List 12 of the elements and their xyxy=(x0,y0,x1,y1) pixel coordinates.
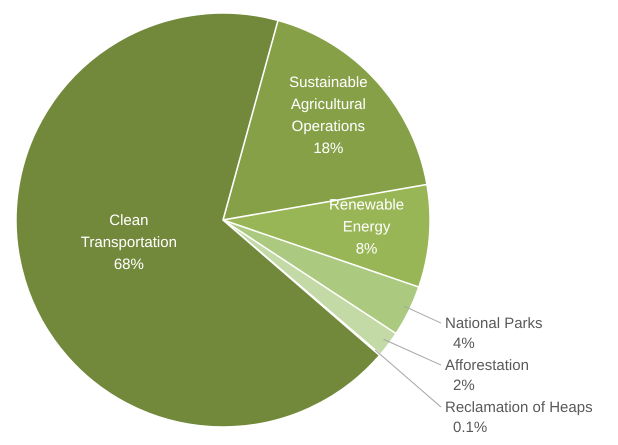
data-label: 8% xyxy=(356,240,378,258)
slice-label: Renewable Energy xyxy=(329,196,404,236)
data-label: 18% xyxy=(313,140,344,157)
slice-label: Sustainable Agricultural Operations xyxy=(289,74,368,135)
data-label: 0.1% xyxy=(453,419,488,436)
slice-label: National Parks xyxy=(445,315,543,332)
slice-label: Afforestation xyxy=(445,357,529,374)
slice-label: Reclamation of Heaps xyxy=(445,399,593,416)
data-label: 4% xyxy=(453,335,475,352)
data-label: 2% xyxy=(453,377,475,394)
slice-label: Clean Transportation xyxy=(80,212,177,252)
data-label: 68% xyxy=(114,256,144,274)
